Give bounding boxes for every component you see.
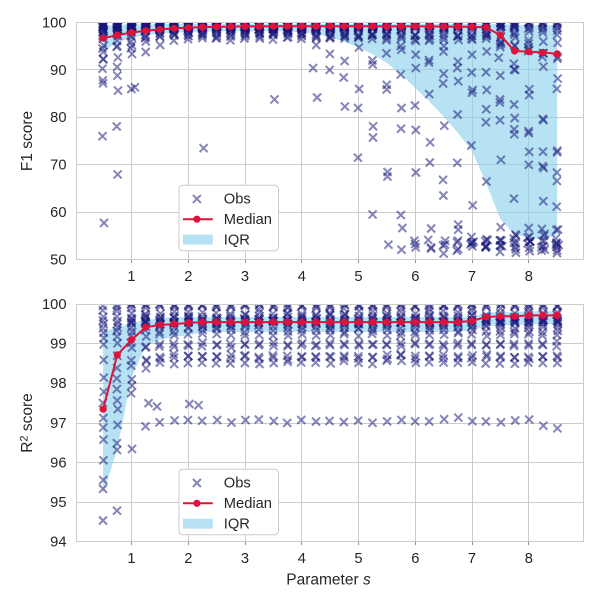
svg-text:60: 60: [50, 205, 66, 221]
svg-text:100: 100: [42, 297, 67, 313]
svg-text:95: 95: [50, 495, 66, 511]
svg-text:3: 3: [241, 551, 249, 567]
svg-text:IQR: IQR: [224, 232, 250, 248]
svg-text:2: 2: [184, 551, 192, 567]
svg-text:4: 4: [298, 269, 306, 285]
svg-text:99: 99: [50, 337, 66, 353]
svg-text:4: 4: [298, 551, 306, 567]
svg-text:Obs: Obs: [224, 192, 251, 208]
svg-text:97: 97: [50, 416, 66, 432]
svg-text:Parameter s: Parameter s: [286, 572, 371, 589]
svg-text:90: 90: [50, 63, 66, 79]
svg-text:8: 8: [525, 269, 533, 285]
svg-text:5: 5: [354, 269, 362, 285]
svg-text:50: 50: [50, 252, 66, 268]
svg-text:80: 80: [50, 110, 66, 126]
svg-text:Median: Median: [224, 496, 272, 512]
svg-text:1: 1: [127, 551, 135, 567]
svg-text:6: 6: [411, 551, 419, 567]
svg-text:F1 score: F1 score: [19, 111, 36, 171]
svg-text:R2 score: R2 score: [19, 393, 36, 453]
svg-text:IQR: IQR: [224, 516, 250, 532]
svg-text:7: 7: [468, 551, 476, 567]
svg-text:1: 1: [127, 269, 135, 285]
svg-text:3: 3: [241, 269, 249, 285]
svg-text:94: 94: [50, 535, 66, 551]
svg-text:100: 100: [42, 15, 67, 31]
svg-text:Obs: Obs: [224, 476, 251, 492]
svg-text:5: 5: [354, 551, 362, 567]
svg-text:Median: Median: [224, 212, 272, 228]
svg-text:8: 8: [525, 551, 533, 567]
svg-text:96: 96: [50, 455, 66, 471]
svg-text:7: 7: [468, 269, 476, 285]
svg-text:70: 70: [50, 158, 66, 174]
svg-text:2: 2: [184, 269, 192, 285]
svg-text:6: 6: [411, 269, 419, 285]
svg-text:98: 98: [50, 376, 66, 392]
